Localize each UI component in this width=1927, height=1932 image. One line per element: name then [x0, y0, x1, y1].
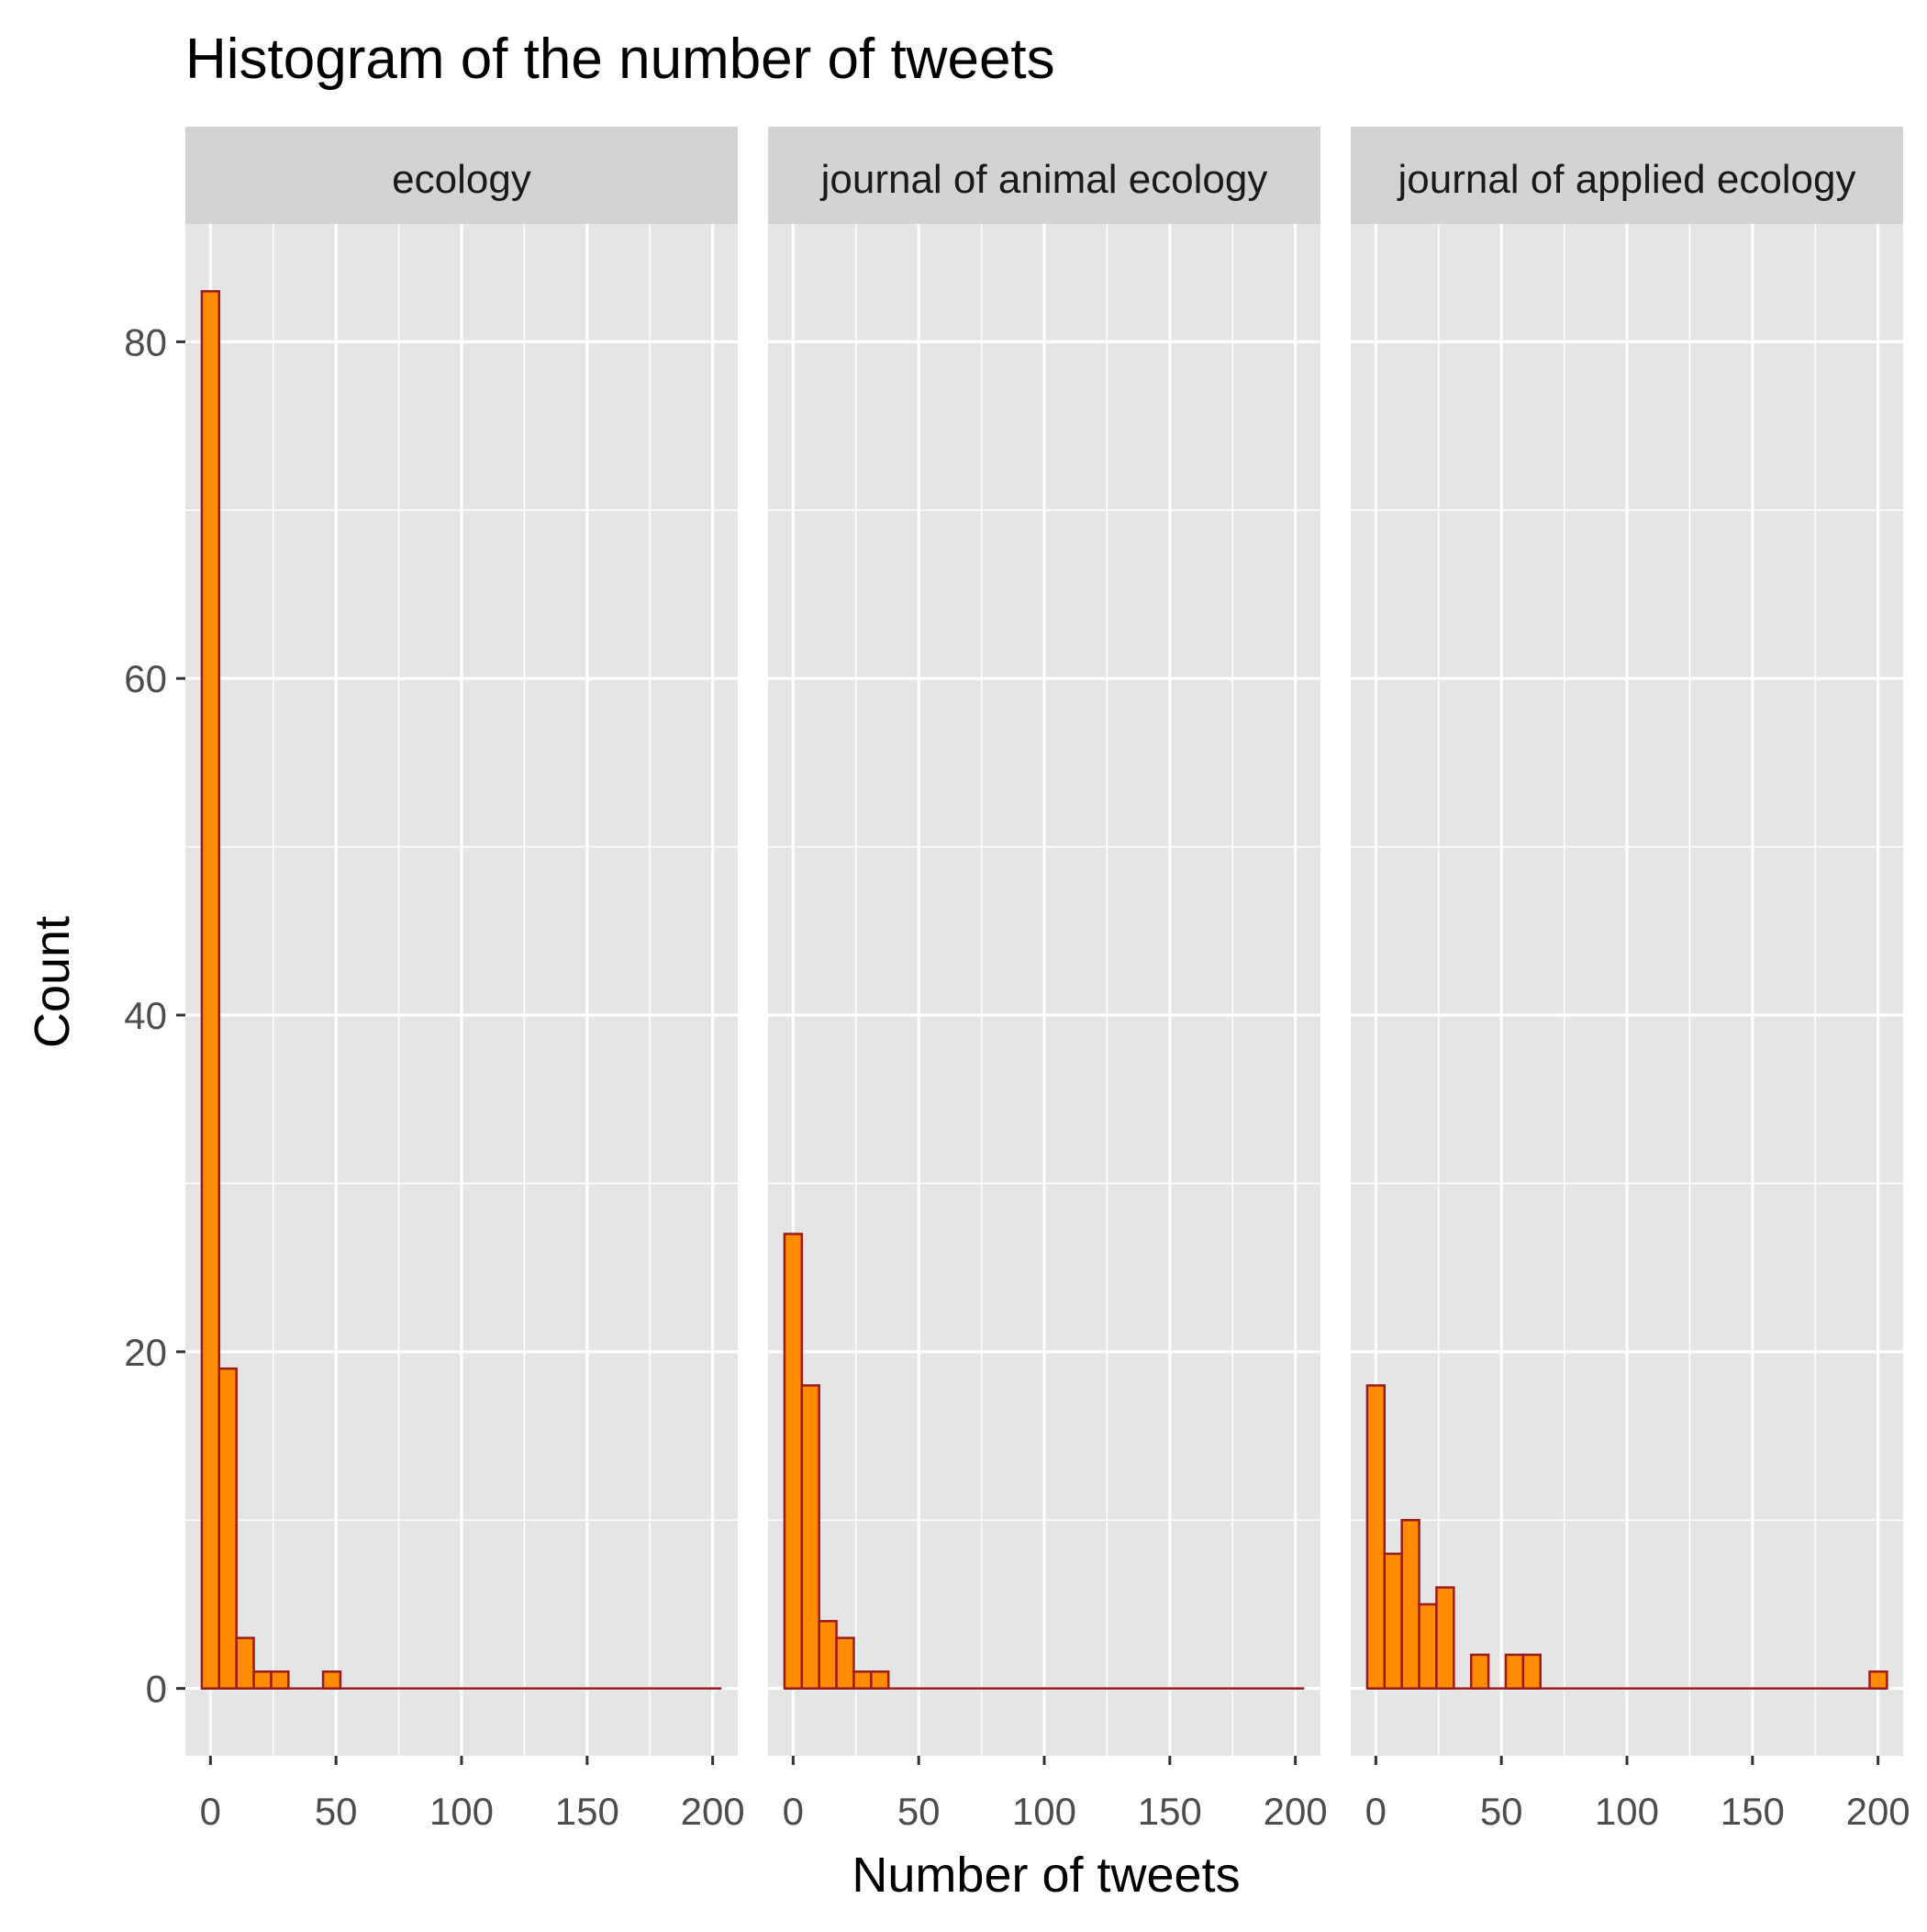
histogram-bar [1383, 1552, 1403, 1690]
facet-strip-label: journal of animal ecology [819, 157, 1268, 202]
facet-strip-label: journal of applied ecology [1396, 157, 1855, 202]
x-tick-label: 100 [429, 1790, 494, 1833]
x-tick-label: 100 [1012, 1790, 1076, 1833]
x-tick-label: 150 [1721, 1790, 1785, 1833]
x-tick-label: 200 [681, 1790, 745, 1833]
x-tick-label: 150 [1138, 1790, 1202, 1833]
histogram-bar [835, 1636, 855, 1690]
x-tick-label: 0 [200, 1790, 221, 1833]
x-tick-label: 50 [1480, 1790, 1523, 1833]
histogram-bar [1521, 1653, 1542, 1690]
x-axis-title: Number of tweets [852, 1848, 1240, 1903]
x-tick-label: 0 [1365, 1790, 1387, 1833]
y-axis-title: Count [25, 916, 80, 1048]
histogram-bar [852, 1670, 873, 1690]
x-tick-label: 0 [783, 1790, 804, 1833]
histogram-bar [1365, 1384, 1387, 1690]
histogram-bar [200, 290, 221, 1690]
histogram-bar [818, 1620, 838, 1690]
x-tick-label: 150 [555, 1790, 619, 1833]
facet-panel: ecology 0 50 100 150 200 [185, 127, 745, 1833]
x-tick-label: 50 [897, 1790, 941, 1833]
histogram-bar [870, 1670, 890, 1690]
histogram-bar [783, 1233, 804, 1690]
histogram-bar [800, 1384, 820, 1690]
y-tick-label: 60 [124, 657, 167, 700]
histogram-bar [217, 1367, 238, 1690]
x-tick-label: 50 [315, 1790, 358, 1833]
facet-strip-label: ecology [392, 157, 531, 202]
facet-panel: journal of animal ecology 0 50 100 150 200 [768, 127, 1328, 1833]
y-tick-label: 40 [124, 994, 167, 1037]
y-tick-label: 20 [124, 1331, 167, 1374]
histogram-bar [1504, 1653, 1525, 1690]
facet-panel: journal of applied ecology 0 50 100 150 200 [1351, 127, 1910, 1833]
histogram-bar [1469, 1653, 1490, 1690]
histogram-bar [235, 1636, 255, 1690]
facet-strip [1351, 127, 1903, 224]
histogram-bar [1418, 1603, 1438, 1690]
x-tick-label: 200 [1846, 1790, 1910, 1833]
y-tick-label: 80 [124, 320, 167, 363]
histogram-bar [252, 1670, 273, 1690]
histogram-bar [1868, 1670, 1888, 1690]
histogram-bar [321, 1670, 342, 1690]
x-tick-label: 100 [1595, 1790, 1659, 1833]
chart-title: Histogram of the number of tweets [185, 28, 1055, 91]
histogram-bar [270, 1670, 290, 1690]
facet-strip [768, 127, 1320, 224]
facet-strip [185, 127, 738, 224]
y-tick-label: 0 [146, 1668, 167, 1711]
histogram-bar [1435, 1586, 1455, 1690]
histogram-bar [1400, 1518, 1420, 1690]
x-tick-label: 200 [1264, 1790, 1328, 1833]
